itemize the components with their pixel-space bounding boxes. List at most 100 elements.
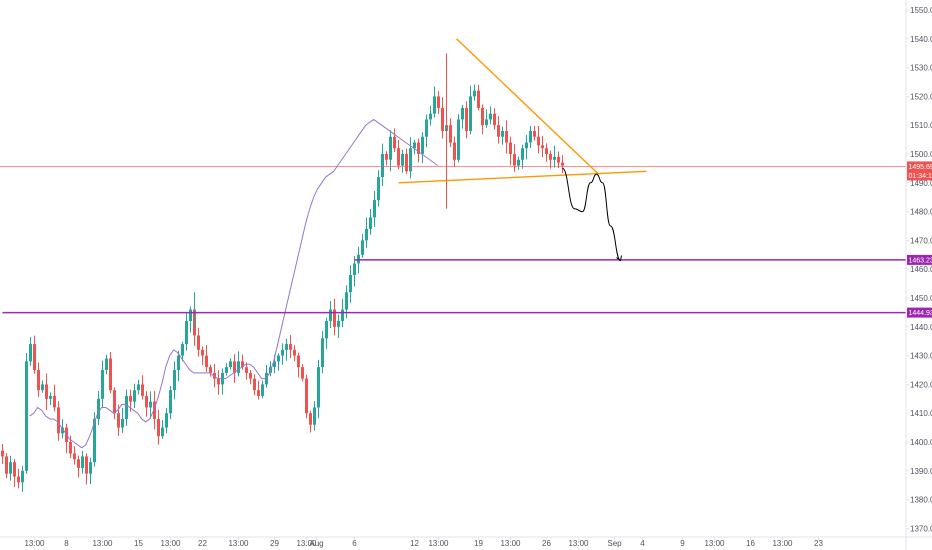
candles-layer xyxy=(1,53,564,492)
time-tick-label: 13:00 xyxy=(568,539,589,548)
candle-body xyxy=(77,459,80,468)
time-tick-label: Sep xyxy=(607,539,622,548)
candle-body xyxy=(217,378,220,385)
candle-body xyxy=(313,407,316,425)
candle-body xyxy=(241,361,244,368)
candle-body xyxy=(513,154,516,166)
candle-body xyxy=(305,378,308,414)
candle-body xyxy=(333,309,336,327)
candle-body xyxy=(233,361,236,373)
candle-body xyxy=(421,136,424,154)
price-tick-label: 1490.00 xyxy=(910,179,932,188)
candle-body xyxy=(137,384,140,391)
current-price-badge-text: 1495.69 xyxy=(909,164,932,171)
time-tick-label: 23 xyxy=(814,539,823,548)
candle-body xyxy=(41,384,44,391)
time-tick-label: 26 xyxy=(542,539,551,548)
candle-body xyxy=(325,321,328,339)
candle-body xyxy=(25,361,28,471)
projection-path[interactable] xyxy=(562,167,621,262)
candle-body xyxy=(285,344,288,350)
candle-body xyxy=(129,395,132,402)
drawings-layer[interactable] xyxy=(0,38,906,314)
price-tick-label: 1480.00 xyxy=(910,208,932,217)
level-price-badge xyxy=(907,254,932,265)
candle-body xyxy=(557,156,560,163)
candle-body xyxy=(89,462,92,474)
candle-body xyxy=(517,159,520,166)
price-axis[interactable]: 1370.00 1380.00 1390.00 1400.00 1410.00 1420.… xyxy=(905,0,932,550)
candle-body xyxy=(249,372,252,379)
upper-trendline[interactable] xyxy=(456,38,599,175)
candle-body xyxy=(441,107,444,131)
candle-body xyxy=(173,370,176,391)
candle-body xyxy=(337,321,340,327)
price-tick-label: 1370.00 xyxy=(910,524,932,533)
candle-body xyxy=(253,378,256,391)
candle-body xyxy=(521,148,524,160)
current-price-badge xyxy=(907,161,932,172)
time-tick-label: 13:00 xyxy=(24,539,45,548)
projection-arrowhead xyxy=(616,255,622,262)
candle-body xyxy=(369,217,372,229)
price-tick-label: 1550.00 xyxy=(910,6,932,15)
candle-body xyxy=(453,142,456,160)
time-tick-label: 12 xyxy=(410,539,419,548)
candle-body xyxy=(457,119,460,160)
candle-body xyxy=(377,177,380,201)
candle-body xyxy=(101,370,104,399)
candle-body xyxy=(525,142,528,149)
candle-body xyxy=(497,125,500,137)
candle-body xyxy=(189,309,192,322)
candle-body xyxy=(37,370,40,391)
candle-body xyxy=(489,113,492,120)
candle-body xyxy=(357,254,360,264)
candle-body xyxy=(33,344,36,370)
candle-body xyxy=(549,154,552,160)
time-tick-label: 13:00 xyxy=(160,539,181,548)
candle-body xyxy=(257,390,260,396)
time-tick-label: 8 xyxy=(64,539,69,548)
candle-body xyxy=(429,113,432,120)
candle-body xyxy=(493,113,496,126)
candle-body xyxy=(389,136,392,160)
level-price-badge xyxy=(907,307,932,318)
candle-body xyxy=(485,119,488,126)
candle-body xyxy=(277,355,280,362)
candle-body xyxy=(477,90,480,108)
level-price-badge-text: 1444.93 xyxy=(909,310,932,317)
lower-trendline[interactable] xyxy=(398,170,647,184)
candle-body xyxy=(141,384,144,396)
candle-body xyxy=(153,401,156,419)
time-tick-label: 22 xyxy=(198,539,207,548)
time-tick-label: 4 xyxy=(640,539,645,548)
candle-body xyxy=(561,162,564,166)
candle-body xyxy=(209,367,212,373)
candle-body xyxy=(117,413,120,428)
candle-body xyxy=(385,154,388,160)
candle-body xyxy=(417,142,420,154)
candle-body xyxy=(401,154,404,166)
candle-body xyxy=(49,395,52,399)
candle-body xyxy=(341,309,344,322)
time-tick-label: 29 xyxy=(270,539,279,548)
candle-body xyxy=(393,136,396,149)
price-tick-label: 1470.00 xyxy=(910,236,932,245)
price-tick-label: 1400.00 xyxy=(910,438,932,447)
candle-body xyxy=(225,367,228,373)
price-tick-label: 1420.00 xyxy=(910,380,932,389)
candle-body xyxy=(149,401,152,408)
candle-body xyxy=(121,418,124,428)
candle-body xyxy=(185,321,188,345)
candle-body xyxy=(297,355,300,368)
candle-body xyxy=(69,442,72,454)
candle-body xyxy=(5,456,8,474)
time-tick-label: Aug xyxy=(309,539,323,548)
candle-body xyxy=(433,96,436,114)
candle-body xyxy=(97,398,100,419)
candle-body xyxy=(541,145,544,149)
candle-body xyxy=(533,130,536,137)
time-tick-label: 13:00 xyxy=(500,539,521,548)
